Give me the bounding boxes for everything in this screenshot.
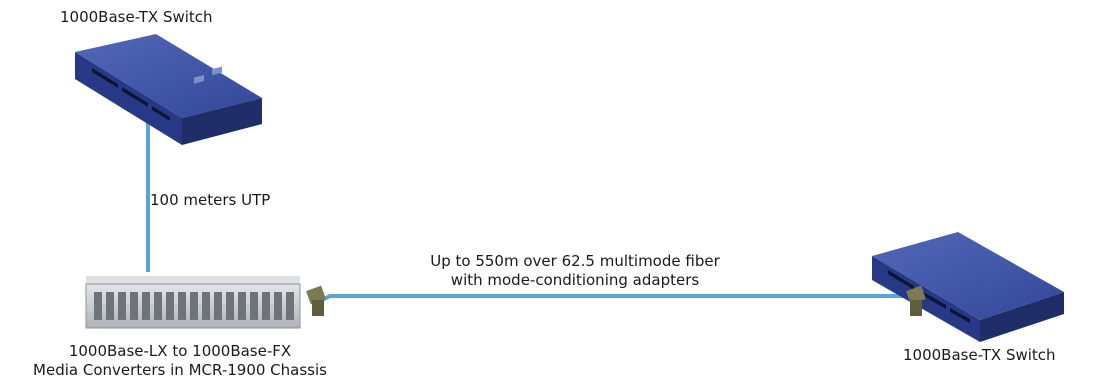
fiber-link-label-line1: Up to 550m over 62.5 multimode fiber: [430, 252, 720, 270]
right-switch-icon: [872, 232, 1064, 342]
right-adapter-icon: [906, 285, 926, 316]
fiber-link-label-line2: with mode-conditioning adapters: [450, 271, 700, 289]
chassis-label-line2: Media Converters in MCR-1900 Chassis: [33, 361, 327, 379]
left-adapter-icon: [306, 285, 326, 316]
fiber-cable: [321, 294, 919, 302]
chassis-label-line1: 1000Base-LX to 1000Base-FX: [68, 342, 292, 360]
chassis-label: 1000Base-LX to 1000Base-FX Media Convert…: [0, 342, 360, 380]
fiber-link-label: Up to 550m over 62.5 multimode fiber wit…: [395, 252, 755, 290]
top-switch-label: 1000Base-TX Switch: [60, 8, 213, 26]
utp-link-label: 100 meters UTP: [150, 191, 271, 209]
mcr-1900-chassis-icon: [85, 276, 301, 329]
top-switch-icon: [75, 34, 262, 145]
right-switch-label: 1000Base-TX Switch: [903, 346, 1056, 364]
